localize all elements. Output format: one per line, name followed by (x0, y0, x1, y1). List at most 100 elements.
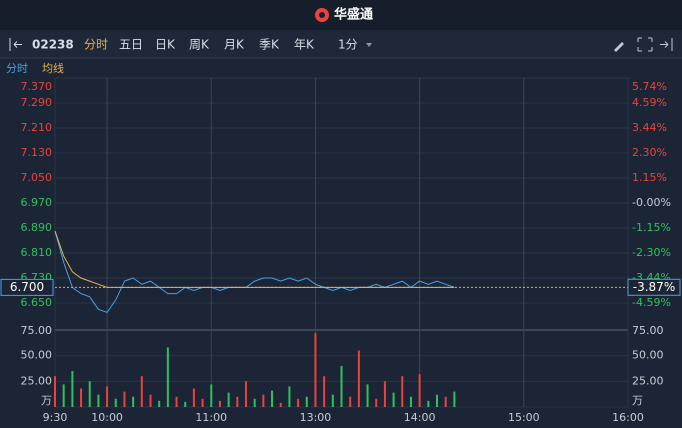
tab[interactable]: 季K (259, 38, 280, 52)
y2-tick-label: -2.30% (632, 246, 671, 259)
tab[interactable]: 周K (189, 38, 210, 52)
volume-bar (88, 381, 91, 407)
volume-bar (132, 396, 135, 407)
volume-bar (383, 381, 386, 407)
volume-bar (97, 394, 100, 407)
volume-bar (314, 333, 317, 407)
volume-bar (158, 400, 161, 407)
change-label: -3.87% (633, 280, 675, 294)
volume-bar (192, 388, 195, 407)
interval[interactable]: 1分 (338, 38, 358, 52)
y-tick-label: 7.290 (21, 96, 53, 109)
volume-tick-label: 万 (41, 394, 52, 407)
indicator-price[interactable]: 分时 (6, 62, 28, 75)
volume-bar (375, 398, 378, 407)
volume-bar (262, 394, 265, 407)
tabs: 分时 五日 日K 周K 月K 季K 年K (84, 38, 315, 52)
tab[interactable]: 月K (224, 38, 245, 52)
logo-hole (319, 12, 325, 18)
y-tick-label: 7.050 (21, 171, 53, 184)
volume-bar (349, 396, 352, 407)
volume-bar (123, 391, 126, 407)
y2-tick-label: 3.44% (632, 121, 667, 134)
volume-bar (166, 347, 169, 407)
volume-bar (366, 384, 369, 407)
header-bar (0, 0, 682, 30)
y2-tick-label: 4.59% (632, 96, 667, 109)
y2-tick-label: 2.30% (632, 146, 667, 159)
app-title: 华盛通 (334, 7, 373, 23)
last-price-label: 6.700 (10, 280, 44, 294)
volume-bar (62, 384, 65, 407)
y2-tick-label: -4.59% (632, 296, 671, 309)
y-tick-label: 7.210 (21, 121, 53, 134)
volume-bar (114, 398, 117, 407)
volume-bar (392, 392, 395, 407)
collapse-icon[interactable] (9, 38, 22, 51)
volume-bar (279, 402, 282, 407)
tab[interactable]: 五日 (119, 38, 143, 52)
volume-tick-label: 50.00 (21, 349, 53, 362)
y2-tick-label: 5.74% (632, 80, 667, 93)
volume-bar (427, 400, 430, 407)
volume-tick-label: 25.00 (21, 374, 53, 387)
volume-bar (227, 392, 230, 407)
x-tick-label: 15:00 (508, 411, 540, 424)
volume-bar (357, 350, 360, 407)
toolbar (0, 30, 682, 58)
volume-bar (54, 376, 56, 407)
volume-bar (106, 386, 109, 407)
volume-bar (184, 401, 187, 407)
volume-bar (175, 396, 178, 407)
volume-bar (418, 374, 421, 407)
volume-bar (401, 376, 404, 407)
y2-tick-label: -1.15% (632, 221, 671, 234)
y2-tick-label: -0.00% (632, 196, 671, 209)
expand-icon[interactable] (660, 38, 673, 51)
volume-bar (288, 386, 291, 407)
volume-bar (323, 376, 326, 407)
fullscreen-icon[interactable] (637, 37, 653, 52)
chart: 7.370 7.290 7.210 7.130 7.050 6.970 6.890 6.810… (0, 77, 681, 424)
price-line (54, 230, 455, 313)
x-tick-label: 11:00 (195, 411, 227, 424)
average-line (54, 230, 455, 288)
volume-bar (245, 381, 247, 407)
dropdown-arrow[interactable] (366, 43, 372, 47)
volume-bar (80, 388, 83, 407)
x-tick-label: 13:00 (300, 411, 332, 424)
volume-bar (71, 371, 74, 407)
last-price-box (0, 278, 54, 296)
volume-bar (140, 376, 143, 407)
volume-bar (436, 394, 438, 407)
volume-bar (253, 398, 256, 407)
y-tick-label: 7.130 (21, 146, 53, 159)
volume-bar (444, 396, 447, 407)
indicator-avg[interactable]: 均线 (42, 61, 64, 75)
volume-bar (409, 396, 412, 407)
volume-bar (218, 400, 221, 407)
tab[interactable]: 分时 (84, 38, 108, 52)
volume-bar (271, 390, 274, 407)
tab[interactable]: 年K (294, 38, 315, 52)
volume-bar (305, 396, 308, 407)
volume-bar (340, 365, 343, 407)
edit-icon[interactable] (614, 42, 624, 52)
x-tick-label: 10:00 (91, 411, 123, 424)
volume-bar (453, 391, 456, 407)
tab[interactable]: 日K (155, 38, 176, 52)
volume-tick-label-right: 25.00 (632, 374, 664, 387)
y-tick-label: 6.970 (21, 196, 53, 209)
y-tick-label: 7.370 (21, 80, 53, 93)
volume-bar (331, 394, 334, 407)
x-tick-label: 9:30 (43, 411, 68, 424)
y-tick-label: 6.890 (21, 221, 53, 234)
y-tick-label: 6.650 (21, 296, 53, 309)
x-tick-label: 14:00 (404, 411, 436, 424)
change-box (627, 278, 681, 296)
y2-tick-label: 1.15% (632, 171, 667, 184)
volume-tick-label-right: 50.00 (632, 349, 664, 362)
volume-bar (236, 396, 239, 407)
